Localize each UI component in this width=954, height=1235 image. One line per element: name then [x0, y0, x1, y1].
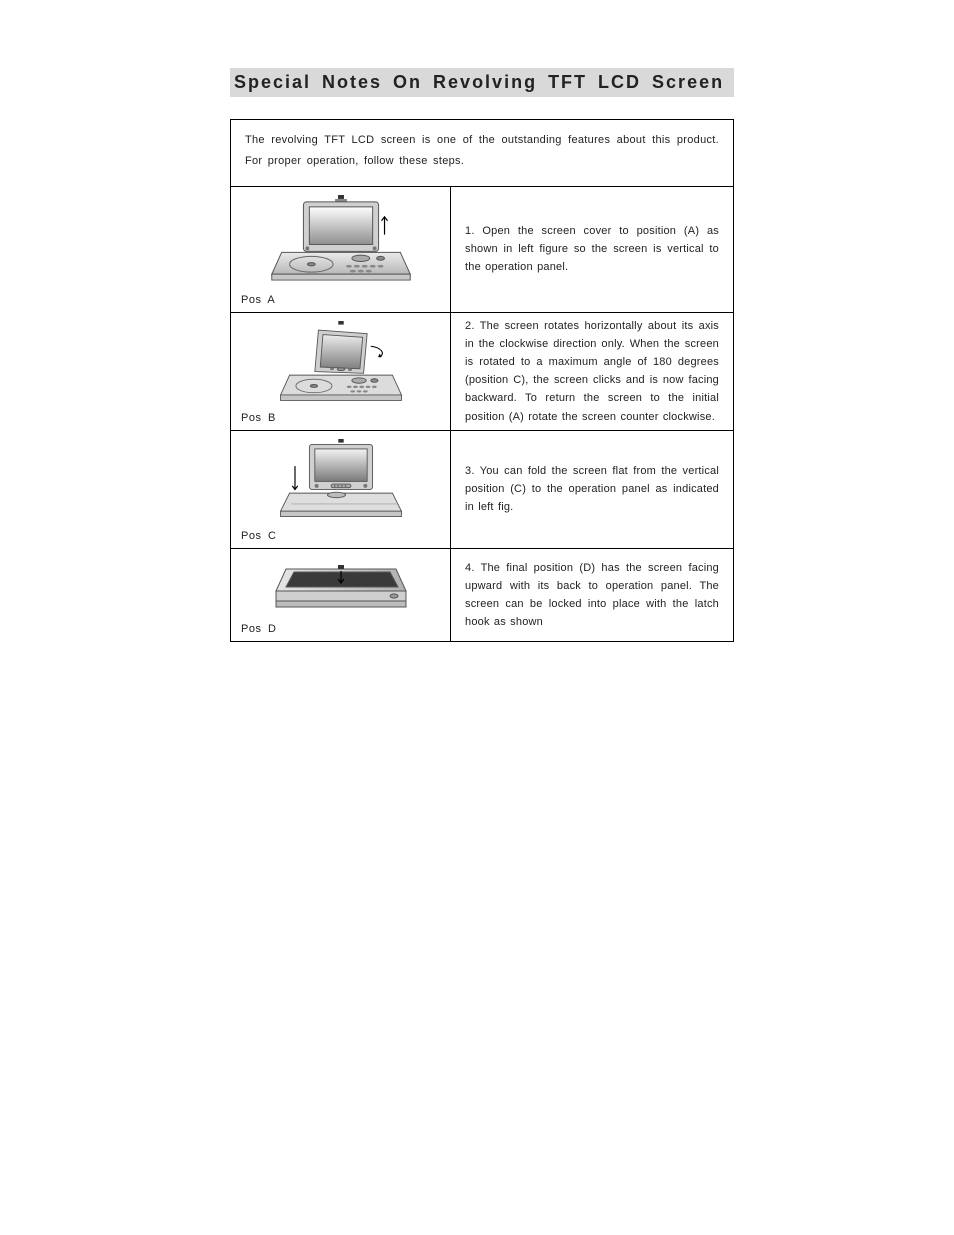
step-text-c-content: 3. You can fold the screen flat from the… — [465, 462, 719, 516]
figure-cell-b: Pos B — [231, 313, 451, 430]
step-text-b: 2. The screen rotates horizontally about… — [451, 313, 733, 430]
step-row: Pos A 1. Open the screen cover to positi… — [231, 187, 733, 313]
section-title: Special Notes On Revolving TFT LCD Scree… — [234, 72, 726, 93]
step-row: Pos C 3. You can fold the screen flat fr… — [231, 431, 733, 549]
content-frame: The revolving TFT LCD screen is one of t… — [230, 119, 734, 642]
step-text-a: 1. Open the screen cover to position (A)… — [451, 187, 733, 312]
step-text-d-content: 4. The final position (D) has the screen… — [465, 559, 719, 632]
figure-cell-d: Pos D — [231, 549, 451, 641]
pos-label-c: Pos C — [241, 530, 276, 542]
device-pos-a-icon — [261, 195, 421, 286]
step-text-b-content: 2. The screen rotates horizontally about… — [465, 317, 719, 426]
step-row: Pos B 2. The screen rotates horizontally… — [231, 313, 733, 431]
device-pos-d-icon — [266, 559, 416, 615]
figure-cell-a: Pos A — [231, 187, 451, 312]
intro-text: The revolving TFT LCD screen is one of t… — [231, 120, 733, 187]
step-text-d: 4. The final position (D) has the screen… — [451, 549, 733, 641]
figure-cell-c: Pos C — [231, 431, 451, 548]
pos-label-d: Pos D — [241, 623, 276, 635]
manual-page: Special Notes On Revolving TFT LCD Scree… — [0, 0, 954, 642]
section-title-bar: Special Notes On Revolving TFT LCD Scree… — [230, 68, 734, 97]
pos-label-a: Pos A — [241, 294, 275, 306]
device-pos-b-icon — [266, 321, 416, 404]
step-text-c: 3. You can fold the screen flat from the… — [451, 431, 733, 548]
step-row: Pos D 4. The final position (D) has the … — [231, 549, 733, 641]
step-text-a-content: 1. Open the screen cover to position (A)… — [465, 222, 719, 276]
device-pos-c-icon — [266, 439, 416, 522]
pos-label-b: Pos B — [241, 412, 276, 424]
